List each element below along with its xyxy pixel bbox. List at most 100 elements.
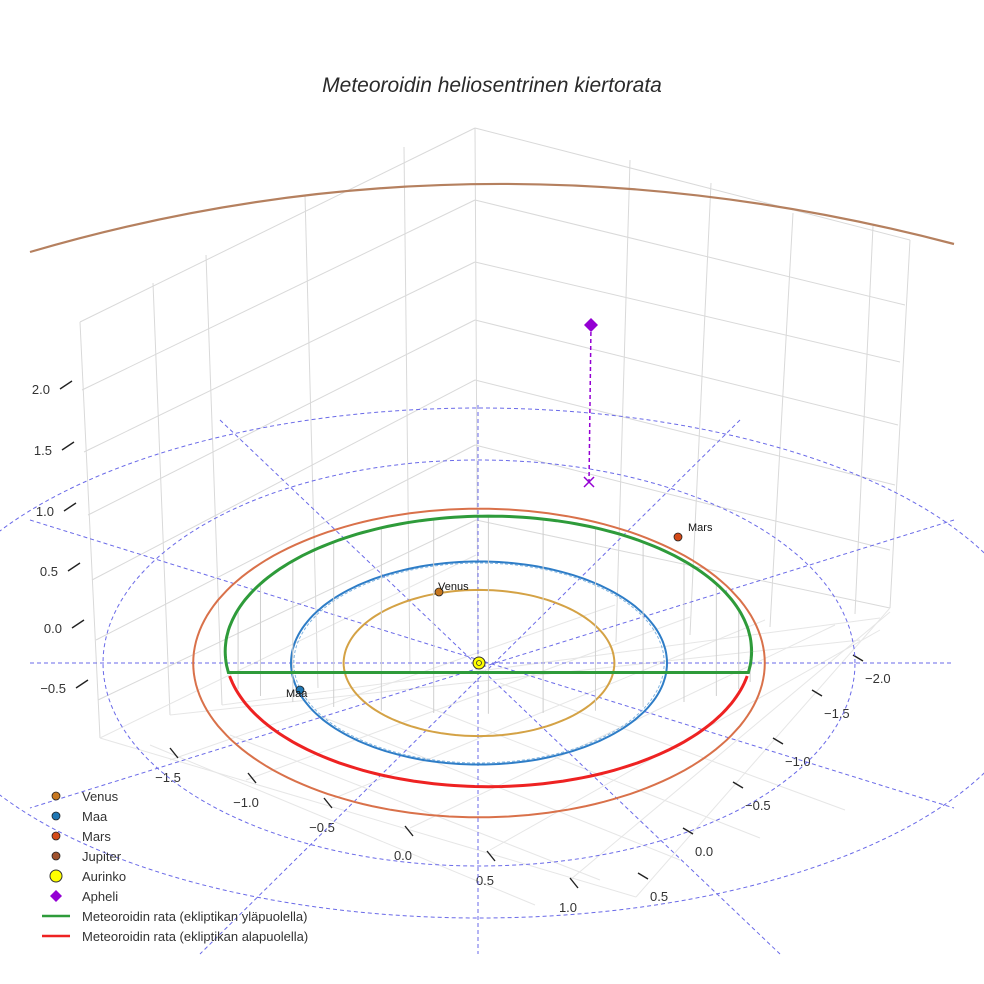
grid-line [99,737,637,898]
legend-item: Apheli [40,886,308,906]
planet-marker-maa [295,685,305,695]
grid-line [97,519,477,701]
grid-line [205,254,223,706]
grid-line [615,159,631,643]
grid-line [635,607,891,898]
legend-swatch-dot [51,851,61,861]
legend-label: Mars [82,828,111,844]
legend-item: Meteoroidin rata (ekliptikan yläpuolella… [40,906,308,926]
grid-line [87,319,476,516]
y-tick-mark [637,872,649,880]
legend-item: Maa [40,806,308,826]
ecliptic-axis-line [219,419,781,955]
ecliptic-reference [0,405,984,955]
y-tick-mark [682,827,694,835]
grid-lines [79,127,911,906]
aphelion-drop-line [588,324,592,483]
drop-lines [237,516,751,714]
legend-swatch-sun [49,869,63,883]
z-tick-label: 1.0 [36,504,54,519]
orbit-maa-overlay [293,562,665,764]
grid-line [474,127,911,241]
legend-swatch-dot [51,811,61,821]
z-tick-mark [59,380,73,390]
x-tick-mark [323,797,333,809]
grid-line [889,239,911,609]
ecliptic-axis-line [199,419,741,955]
grid-line [245,616,691,781]
grid-line [81,199,476,391]
ecliptic-circle-inner [102,459,856,867]
z-tick-mark [63,502,77,512]
grid-line [99,554,477,739]
grid-line [409,699,761,839]
legend-swatch-dot [51,831,61,841]
grid-line [474,199,906,306]
y-tick-label: −1.5 [824,706,850,721]
y-tick-mark [811,689,823,697]
legend-marker [51,851,61,861]
meteoroid-orbit-below [228,675,749,789]
legend-item: Jupiter [40,846,308,866]
legend-label: Meteoroidin rata (ekliptikan yläpuolella… [82,908,308,924]
grid-line [304,194,319,689]
legend-label: Apheli [82,888,119,904]
legend-marker [51,811,61,821]
legend-marker [51,831,61,841]
planet-marker-venus [434,587,444,597]
grid-line [474,379,896,486]
sun-marker-inner [476,660,482,666]
x-tick-label: 0.0 [394,848,412,863]
grid-line [83,261,476,453]
y-tick-label: −0.5 [745,798,771,813]
z-tick-label: 1.5 [34,443,52,458]
y-tick-label: −2.0 [865,671,891,686]
x-tick-label: −0.5 [309,820,335,835]
grid-line [221,617,881,706]
grid-line [152,282,171,716]
planet-label-mars: Mars [688,522,713,534]
y-tick-mark [772,737,784,745]
legend-swatch-line [42,934,70,938]
x-tick-mark [404,825,414,837]
legend-label: Jupiter [82,848,122,864]
orbit-jupiter [29,182,955,254]
aphelion-marker [584,318,598,332]
grid-line [149,744,536,906]
aphelion-projection-marker [583,476,595,488]
z-tick-mark [75,679,89,689]
legend-swatch-line [42,914,70,918]
grid-line [569,611,891,881]
legend-marker [51,791,61,801]
orbit-venus [342,588,616,738]
grid-line [854,225,874,615]
z-tick-label: 0.0 [44,621,62,636]
grid-line [329,619,766,801]
z-tick-label: 2.0 [32,382,50,397]
grid-line [474,319,899,426]
grid-line [474,444,891,551]
grid-line [403,146,411,673]
x-tick-mark [486,850,496,862]
y-tick-label: 0.5 [650,889,668,904]
legend-label: Meteoroidin rata (ekliptikan alapuolella… [82,928,309,944]
legend-swatch-dot [51,791,61,801]
grid-line [169,639,861,716]
grid-line [769,212,794,628]
meteoroid-orbit-above [223,514,754,674]
legend-item: Meteoroidin rata (ekliptikan alapuolella… [40,926,308,946]
z-tick-label: −0.5 [40,681,66,696]
grid-line [689,182,712,636]
x-tick-mark [247,772,257,784]
orbit-maa [289,560,668,766]
legend-label: Maa [82,808,108,824]
x-tick-label: −1.0 [233,795,259,810]
legend-label: Aurinko [82,868,127,884]
grid-line [169,604,616,761]
legend-item: Mars [40,826,308,846]
z-tick-mark [61,441,75,451]
sun-marker [472,656,486,670]
legend-marker [50,890,62,902]
z-tick-mark [71,619,85,629]
